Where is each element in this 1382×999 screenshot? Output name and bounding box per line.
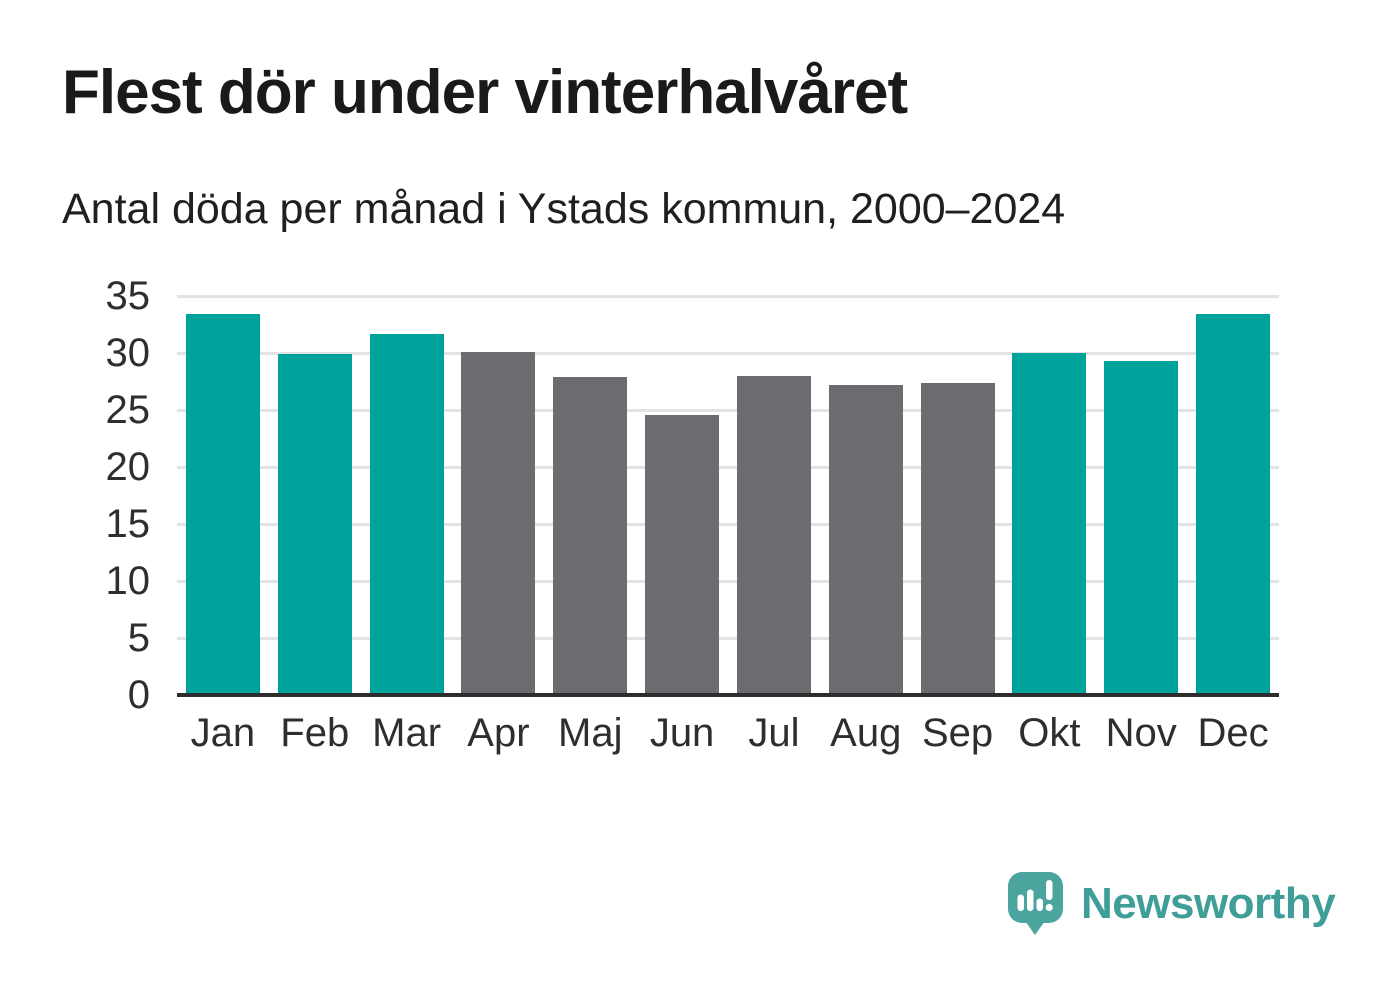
x-tick-label-dec: Dec [1197,711,1269,755]
bar-aug [828,384,903,695]
x-tick-label-mar: Mar [372,711,442,755]
y-tick-label-5: 5 [127,616,150,660]
gridline-25 [177,408,1279,412]
bar-mar [369,333,444,695]
page-title: Flest dör under vinterhalvåret [62,58,908,127]
y-tick-label-30: 30 [105,331,151,375]
x-tick-label-feb: Feb [280,711,350,755]
gridline-10 [177,579,1279,583]
y-axis-tick-labels: 0 5 10 15 20 25 30 35 [0,274,151,717]
x-tick-label-okt: Okt [1018,711,1081,755]
gridline-5 [177,636,1279,640]
y-tick-label-20: 20 [105,445,151,489]
x-axis-line [177,693,1279,697]
gridline-30 [177,351,1279,355]
gridline-20 [177,465,1279,469]
bar-nov [1104,360,1179,695]
x-tick-label-aug: Aug [830,711,902,755]
y-tick-label-0: 0 [127,673,150,717]
gridline-15 [177,522,1279,526]
newsworthy-speech-bubble-chart-icon [1008,872,1063,935]
y-tick-label-25: 25 [105,388,151,432]
bar-jan [185,314,260,695]
newsworthy-logo: Newsworthy [1008,872,1336,935]
x-tick-label-jan: Jan [190,711,256,755]
y-tick-label-10: 10 [105,559,151,603]
x-tick-label-jul: Jul [748,711,800,755]
newsworthy-brand-text: Newsworthy [1081,878,1336,928]
bar-jul [736,375,811,695]
x-tick-label-maj: Maj [558,711,623,755]
chart-subtitle: Antal döda per månad i Ystads kommun, 20… [62,185,1066,233]
bar-sep [920,382,995,695]
bar-dec [1196,314,1271,695]
bar-jun [645,414,720,695]
x-tick-label-nov: Nov [1105,711,1177,755]
bar-okt [1012,353,1087,695]
x-tick-label-sep: Sep [921,711,994,755]
gridline-35 [177,294,1279,298]
x-tick-label-jun: Jun [649,711,715,755]
bar-feb [277,354,352,695]
bar-maj [553,376,628,695]
y-tick-label-35: 35 [105,274,151,318]
y-tick-label-15: 15 [105,502,151,546]
plot-area: Jan Feb Mar Apr Maj Jun Jul Aug Sep Okt Nov Dec [177,294,1279,755]
bar-apr [461,351,536,695]
x-tick-label-apr: Apr [467,711,530,755]
